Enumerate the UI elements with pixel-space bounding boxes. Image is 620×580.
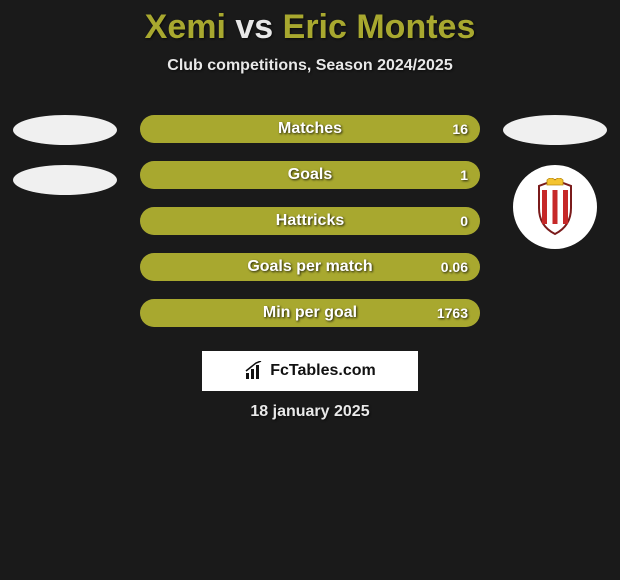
source-box[interactable]: FcTables.com [202, 351, 418, 391]
title-player2: Eric Montes [283, 8, 476, 46]
bars: Matches 16 Goals 1 Hattricks 0 Goals per match… [140, 115, 480, 327]
bar-label: Min per goal [263, 304, 357, 322]
crest-icon [533, 178, 577, 236]
title-vs: vs [235, 8, 273, 46]
stat-bar: Matches 16 [140, 115, 480, 143]
subtitle: Club competitions, Season 2024/2025 [0, 57, 620, 75]
bar-value-right: 0.06 [441, 259, 468, 275]
bar-label: Hattricks [276, 212, 344, 230]
title: Xemi vs Eric Montes [0, 0, 620, 47]
source-text: FcTables.com [270, 362, 376, 380]
club-badge [513, 165, 597, 249]
right-side [500, 115, 610, 249]
stat-bar: Min per goal 1763 [140, 299, 480, 327]
bar-label: Matches [278, 120, 342, 138]
comparison-layout: Matches 16 Goals 1 Hattricks 0 Goals per match… [0, 115, 620, 327]
bar-value-right: 1763 [437, 305, 468, 321]
left-ellipse-2 [13, 165, 117, 195]
title-player1: Xemi [145, 8, 226, 46]
bar-value-right: 1 [460, 167, 468, 183]
bar-label: Goals per match [247, 258, 372, 276]
bar-label: Goals [288, 166, 332, 184]
chart-icon [244, 361, 264, 381]
bar-value-right: 16 [452, 121, 468, 137]
right-ellipse-1 [503, 115, 607, 145]
left-ellipse-1 [13, 115, 117, 145]
stat-bar: Hattricks 0 [140, 207, 480, 235]
bar-value-right: 0 [460, 213, 468, 229]
stat-bar: Goals per match 0.06 [140, 253, 480, 281]
date: 18 january 2025 [0, 403, 620, 421]
stat-bar: Goals 1 [140, 161, 480, 189]
left-side [10, 115, 120, 195]
